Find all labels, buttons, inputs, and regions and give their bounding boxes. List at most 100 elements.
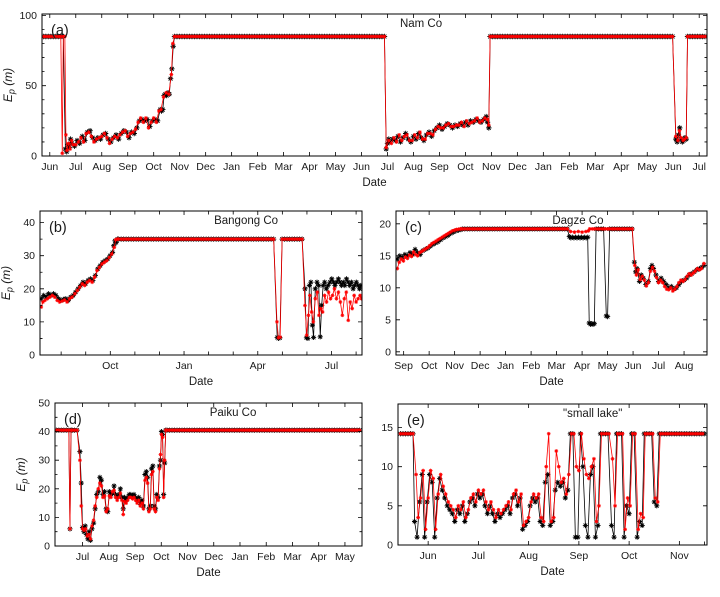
x-tick-label: Apr: [301, 161, 318, 173]
x-tick-label: Nov: [670, 550, 689, 562]
x-tick-label: Jan: [497, 360, 514, 372]
x-tick-label: Sep: [118, 161, 137, 173]
x-tick-label: Sep: [570, 550, 589, 562]
x-tick-label: Jun: [625, 360, 642, 372]
y-tick-label: 50: [38, 398, 50, 410]
series-group: [42, 33, 707, 156]
series-group: [398, 431, 707, 540]
panel-letter: (b): [49, 220, 67, 236]
x-tick-label: Nov: [178, 551, 197, 563]
series-red-markers: [55, 428, 362, 541]
x-tick-label: Oct: [153, 551, 169, 563]
y-tick-label: 10: [38, 512, 50, 524]
x-tick-label: Dec: [196, 161, 215, 173]
x-tick-label: Nov: [482, 161, 501, 173]
x-tick-label: Jan: [176, 360, 193, 372]
axes-box: [397, 403, 708, 546]
panel-a: Jun Jul Aug Sep Oct Nov Dec Jan Feb Mar Apr May Jun J…: [1, 10, 708, 189]
y-tick-label: 30: [23, 250, 35, 262]
x-tick-label: Feb: [249, 161, 267, 173]
y-tick-label: 15: [379, 250, 391, 262]
x-tick-label: Oct: [621, 550, 637, 562]
y-axis-label-ep: Ep (m): [0, 266, 15, 300]
x-tick-label: Feb: [522, 360, 540, 372]
axes-box: [395, 210, 708, 356]
y-tick-label: 20: [38, 483, 50, 495]
panel-title: "small lake": [563, 408, 622, 420]
x-axis-label-date: Date: [189, 376, 213, 388]
y-tick-label: 0: [31, 151, 37, 163]
x-tick-label: May: [326, 161, 347, 173]
series-red-markers: [42, 34, 707, 156]
y-tick-label: 40: [23, 217, 35, 229]
y-tick-label: 5: [387, 500, 393, 512]
x-tick-label: Apr: [574, 360, 591, 372]
x-tick-label: Jan: [535, 161, 552, 173]
series-group: [396, 226, 707, 327]
y-tick-label: 50: [25, 80, 37, 92]
x-tick-label: Jan: [232, 551, 249, 563]
x-tick-label: Feb: [560, 161, 578, 173]
x-tick-label: Mar: [586, 161, 605, 173]
x-tick-label: May: [637, 161, 658, 173]
axis-ticks: [396, 211, 707, 355]
panel-c: Sep Oct Nov Dec Jan Feb Mar Apr May Jun Jul Aug 0 5 10…: [379, 210, 708, 388]
x-tick-label: Jul: [472, 550, 485, 562]
y-tick-label: 15: [381, 422, 393, 434]
y-tick-label: 0: [29, 350, 35, 362]
y-tick-label: 0: [387, 540, 393, 552]
x-tick-label: Nov: [445, 360, 464, 372]
x-tick-label: May: [598, 360, 619, 372]
series-group: [40, 236, 362, 342]
x-tick-label: Jan: [223, 161, 240, 173]
x-tick-label: Aug: [99, 551, 118, 563]
axis-ticks: [40, 211, 362, 356]
series-group: [55, 427, 362, 543]
x-tick-label: Apr: [311, 551, 328, 563]
x-tick-label: Jul: [325, 360, 338, 372]
x-tick-label: Nov: [170, 161, 189, 173]
y-tick-label: 0: [385, 346, 391, 358]
x-tick-label: Dec: [471, 360, 490, 372]
y-tick-label: 20: [23, 283, 35, 295]
panel-letter: (e): [407, 413, 425, 429]
axis-ticks: [55, 402, 362, 547]
axes-box: [41, 13, 708, 157]
panel-letter: (d): [64, 412, 82, 428]
x-tick-label: Jul: [652, 360, 665, 372]
panel-letter: (a): [51, 23, 69, 39]
x-tick-label: Jun: [420, 550, 437, 562]
series-red-markers: [398, 431, 705, 532]
x-axis-label-date: Date: [539, 376, 563, 388]
x-tick-label: Jun: [665, 161, 682, 173]
x-tick-label: May: [335, 551, 356, 563]
x-tick-label: Mar: [275, 161, 294, 173]
y-axis-label-ep: Ep (m): [1, 68, 17, 102]
x-tick-label: Aug: [675, 360, 694, 372]
x-tick-label: Apr: [613, 161, 630, 173]
x-axis-label-date: Date: [196, 567, 220, 579]
x-tick-label: Oct: [146, 161, 162, 173]
panel-title: Nam Co: [400, 18, 442, 30]
x-tick-label: Mar: [283, 551, 302, 563]
y-tick-label: 100: [19, 10, 37, 22]
x-tick-label: Aug: [519, 550, 538, 562]
x-tick-label: Sep: [430, 161, 449, 173]
panel-e: Jun Jul Aug Sep Oct Nov 0 5 10 15 Date (e) "small la…: [381, 403, 708, 578]
y-tick-label: 10: [23, 316, 35, 328]
axis-ticks: [42, 14, 707, 157]
x-tick-label: Oct: [102, 360, 118, 372]
x-tick-label: Jul: [381, 161, 394, 173]
x-tick-label: Jun: [353, 161, 370, 173]
x-tick-label: Aug: [404, 161, 423, 173]
y-tick-label: 5: [385, 314, 391, 326]
x-tick-label: Jul: [69, 161, 82, 173]
x-tick-label: Sep: [126, 551, 145, 563]
panel-title: Bangong Co: [214, 215, 278, 227]
x-tick-label: Dec: [204, 551, 223, 563]
series-red-markers: [396, 227, 706, 293]
x-tick-label: Mar: [548, 360, 567, 372]
y-tick-label: 20: [379, 218, 391, 230]
x-tick-label: Dec: [508, 161, 527, 173]
